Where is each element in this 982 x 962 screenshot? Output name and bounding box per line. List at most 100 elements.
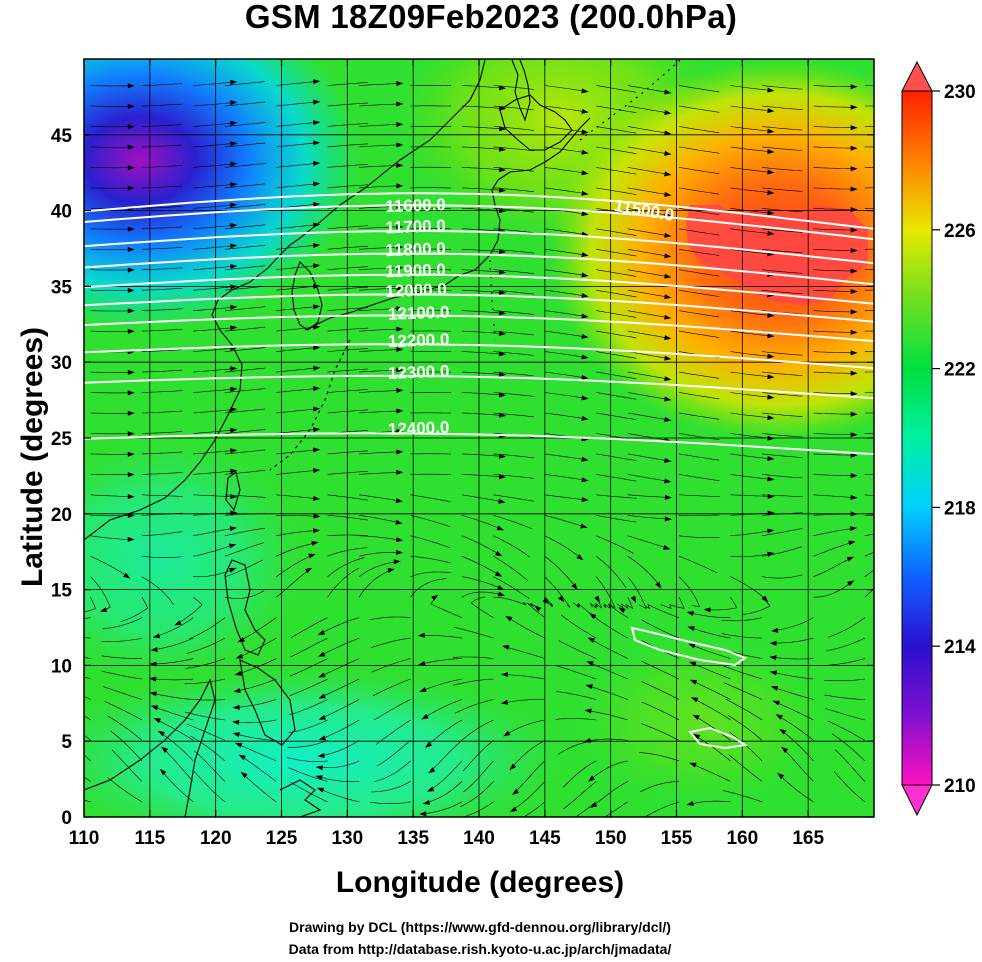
flow-arrowhead [431,594,439,601]
contour-line [84,314,874,343]
streamline [462,801,494,817]
streamline [864,588,874,598]
streamline [276,367,317,373]
flow-arrowhead [664,314,672,320]
flow-arrowhead [505,821,513,828]
flow-arrowhead [779,728,787,735]
streamline [289,678,328,696]
streamline [461,591,502,598]
streamline [141,431,183,434]
coast-japan-hokkaido [499,94,573,151]
streamline [813,453,855,456]
flow-arrowhead [232,719,240,725]
flow-arrowhead [767,551,775,557]
contour-label: 11700.0 [385,216,446,237]
flow-arrowhead [318,672,326,678]
flow-arrowhead [174,620,182,626]
flow-arrowhead [581,170,589,176]
streamline [596,535,634,554]
streamline [679,208,720,215]
streamline [327,494,368,501]
streamline [596,146,637,154]
flow-arrowhead [849,526,858,532]
streamline [359,328,400,332]
flow-arrowhead [585,684,593,690]
flow-arrowhead [396,388,404,394]
flow-arrowhead [584,708,592,714]
x-tick-label: 145 [529,828,561,849]
streamline [762,392,803,397]
flow-arrowhead [664,335,672,341]
flow-arrowhead [232,732,240,738]
streamline [358,569,392,598]
streamline [727,715,763,741]
y-tick-label: 0 [61,808,72,829]
flow-arrowhead [498,187,507,193]
streamline [287,757,328,762]
streamline [627,576,647,610]
flow-arrowhead [313,495,321,501]
streamline [596,515,637,523]
streamline [461,310,503,314]
streamline [827,720,865,741]
flow-arrowhead [618,607,626,614]
flow-arrowhead [850,473,858,479]
flow-arrowhead [498,167,507,173]
streamline [461,453,503,457]
streamline [152,678,194,681]
flow-arrowhead [235,653,244,659]
streamline [730,412,771,419]
streamline [276,347,317,352]
streamline [327,82,369,86]
streamline [493,515,533,530]
streamline [101,655,142,659]
streamline [359,535,400,541]
streamline [730,330,771,337]
flow-arrowhead [127,536,135,542]
streamline [596,228,637,236]
coast-sakhalin [511,59,531,122]
flow-arrowhead [304,567,313,574]
flow-arrowhead [230,202,238,208]
streamline [596,105,637,113]
flow-arrowhead [581,354,589,360]
flow-arrowhead [313,427,321,433]
flow-arrowhead [850,432,858,438]
streamline [557,665,597,680]
streamline [276,81,317,86]
flow-arrowhead [505,615,513,622]
streamline [461,228,503,232]
flow-arrowhead [496,525,505,531]
flow-arrowhead [315,775,323,781]
streamline [162,771,194,803]
streamline [141,494,183,497]
flow-arrowhead [769,655,777,661]
streamline [864,167,874,168]
streamline [276,514,317,517]
flow-arrowhead [395,537,404,543]
flow-arrowhead [503,730,511,737]
flow-arrowhead [581,252,589,258]
flow-arrowhead [692,714,700,721]
streamline [627,515,669,520]
flow-arrowhead [581,415,589,421]
flow-arrowhead [767,169,775,175]
streamline [544,105,586,112]
streamline [679,126,720,134]
flow-arrowhead [153,718,161,724]
streamline [696,735,731,762]
streamline [240,617,277,641]
streamline [730,453,771,460]
flow-arrowhead [127,308,135,314]
streamline [762,85,803,90]
flow-arrowhead [230,407,238,413]
streamline [90,535,132,540]
flow-arrowhead [594,595,600,603]
streamline [730,249,771,255]
streamline [370,801,411,805]
flow-arrowhead [498,498,506,504]
streamline [762,412,803,417]
streamline [289,658,328,677]
streamline [864,514,874,516]
flow-arrowhead [498,249,507,255]
